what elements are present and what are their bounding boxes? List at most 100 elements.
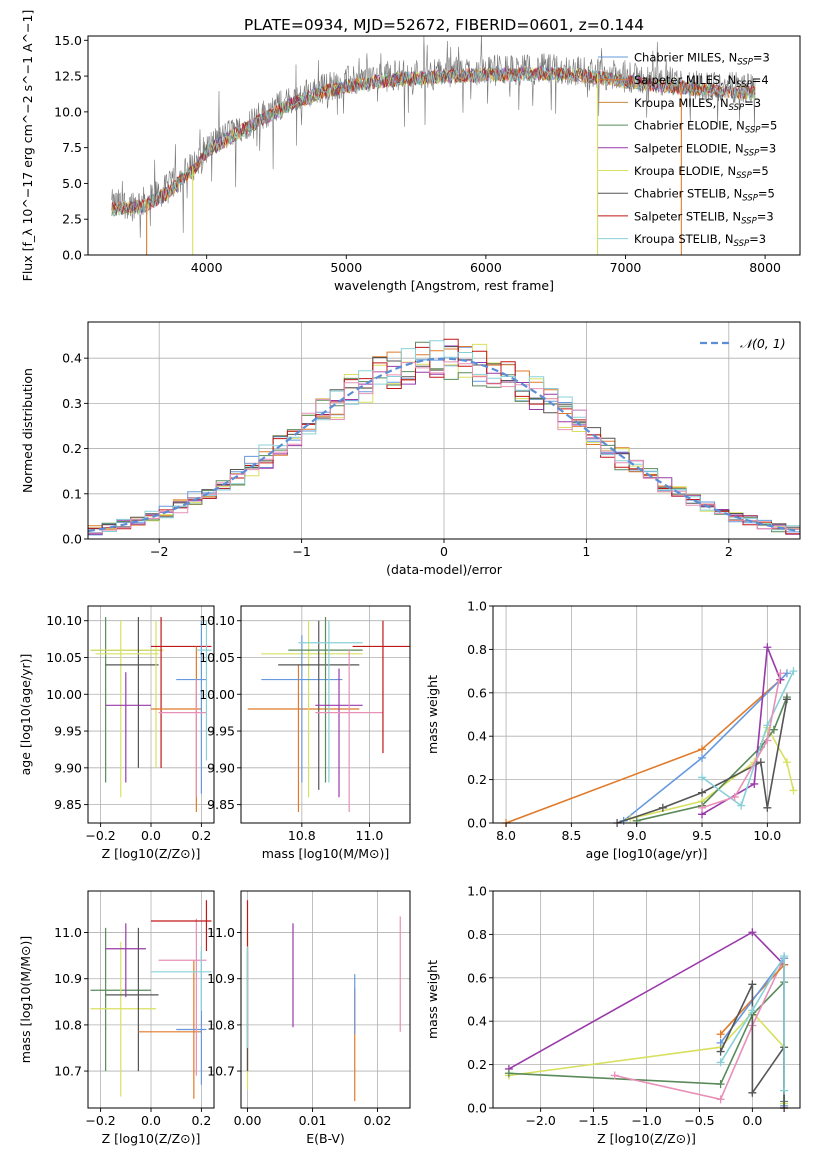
y-tick-label: 0.3 [62,396,82,411]
x-tick-label: 8000 [749,260,781,275]
legend-entry: Kroupa ELODIE, NSSP=5 [634,164,769,181]
weight-line [701,670,795,807]
x-tick-label: 6000 [470,260,502,275]
mass_z-points [90,900,212,1099]
weight_z-xlabel: Z [log10(Z/Z⊙)] [597,1131,696,1146]
y-tick-label: 0.6 [467,970,487,985]
y-tick-label: 11.0 [54,925,82,940]
residual-legend: 𝒩(0, 1) [700,336,786,351]
error-bar-point [90,620,164,798]
x-tick-label: 1 [582,544,590,559]
y-tick-label: 10.0 [54,104,82,119]
weight-marker [750,779,759,788]
model-spectrum [111,67,756,216]
spectrum-ylabel: Flux [f_λ 10^−17 erg cm^−2 s^−1 A^−1] [20,10,35,282]
error-bar-point [176,620,207,794]
error-bar-point [196,620,212,761]
y-tick-label: 0.0 [62,248,82,263]
y-tick-label: 0.6 [467,685,487,700]
y-tick-label: 0.0 [467,1101,487,1116]
legend-entry: Salpeter STELIB, NSSP=3 [634,209,774,226]
age_z-points [90,617,212,812]
weight-marker [698,788,707,797]
weight-line [719,953,785,1091]
weight-marker [716,1047,725,1056]
residual-histogram [88,361,800,534]
legend-entry: Chabrier ELODIE, NSSP=5 [634,119,777,136]
residuals-ylabel: Normed distribution [20,368,35,493]
x-tick-label: −0.2 [85,828,115,843]
error-bar-point [95,620,159,768]
weight-marker [748,1006,757,1015]
y-tick-label: 9.85 [54,797,82,812]
y-tick-label: 10.8 [54,1017,82,1032]
weight_z-axes: −2.0 −1.5 −1.0 −0.5 0.0 0.0 0.2 0.4 0.6 0.8 1.0 Z [… [425,884,801,1146]
legend-entry: Chabrier STELIB, NSSP=5 [634,187,775,204]
age_z-axes: −0.2 0.0 0.2 9.85 9.90 9.95 10.00 10.05 10.10 Z [… [18,605,215,861]
y-tick-label: 0.4 [467,729,487,744]
normal-curve [87,357,801,533]
weight-marker [769,725,778,734]
weight-marker [698,803,707,812]
weight-marker [748,1088,757,1097]
error-bar-point [247,664,360,812]
mass_ebv-frame [240,890,411,1109]
mass_z-axes: −0.2 0.0 0.2 10.7 10.8 10.9 11.0 Z [log10(Z/Z⊙)… [18,890,215,1146]
legend-entry: Salpeter MILES, NSSP=4 [634,73,769,90]
x-tick-label: 7000 [610,260,642,275]
weight-marker [698,753,707,762]
y-tick-label: 9.95 [54,724,82,739]
age_mass-axes: 10.8 11.0 9.85 9.90 9.95 10.00 10.05 10.10 mass … [199,605,411,861]
legend-entry: Chabrier MILES, NSSP=3 [634,51,770,68]
x-tick-label: −1.0 [631,1113,661,1128]
weight-marker [776,669,785,678]
x-tick-label: −0.5 [684,1113,714,1128]
error-bar-point [315,650,383,812]
weight-marker [658,803,667,812]
weight-marker [763,643,772,652]
weight-line [701,673,782,809]
y-tick-label: 15.0 [54,33,82,48]
weight-marker [716,1095,725,1104]
y-tick-label: 9.95 [207,724,235,739]
x-tick-label: 5000 [330,260,362,275]
model-spectrum [111,66,756,216]
x-tick-label: 9.0 [627,828,647,843]
mass_ebv-xlabel: E(B-V) [306,1131,345,1146]
y-tick-label: 10.00 [199,687,235,702]
y-tick-label: 10.05 [46,650,82,665]
mass_ebv-axes: 0.00 0.01 0.02 10.7 10.8 10.9 11.0 E(B-V) [207,890,411,1146]
y-tick-label: 0.0 [62,532,82,547]
weight-marker [737,801,746,810]
weight_age-series [502,643,798,827]
y-tick-label: 2.5 [62,212,82,227]
spectrum-lines [111,36,756,255]
y-tick-label: 0.2 [467,1057,487,1072]
weight-marker [748,980,757,989]
residuals-xlabel: (data-model)/error [386,562,503,577]
weight-marker [780,952,789,961]
weight-line [614,957,785,1101]
residual-histograms [87,338,801,536]
error-bar-point [298,620,363,783]
error-bar-point [315,668,363,798]
legend-entry: 𝒩(0, 1) [740,336,786,351]
y-tick-label: 11.0 [207,925,235,940]
error-bar-point [288,617,363,783]
weight-marker [763,803,772,812]
x-tick-label: 2 [725,544,733,559]
spectrum-xlabel: wavelength [Angstrom, rest frame] [334,278,554,293]
age_z-xlabel: Z [log10(Z/Z⊙)] [102,846,201,861]
y-tick-label: 9.90 [207,760,235,775]
x-tick-label: 0.0 [742,1113,762,1128]
x-tick-label: 0.2 [191,1113,211,1128]
x-tick-label: 0 [440,544,448,559]
weight-marker [698,773,707,782]
residual-histogram [88,340,800,533]
y-tick-label: 0.8 [467,642,487,657]
weight-marker [730,792,739,801]
x-tick-label: 10.8 [288,828,316,843]
error-bar-point [90,941,157,1097]
x-tick-label: −2.0 [525,1113,555,1128]
